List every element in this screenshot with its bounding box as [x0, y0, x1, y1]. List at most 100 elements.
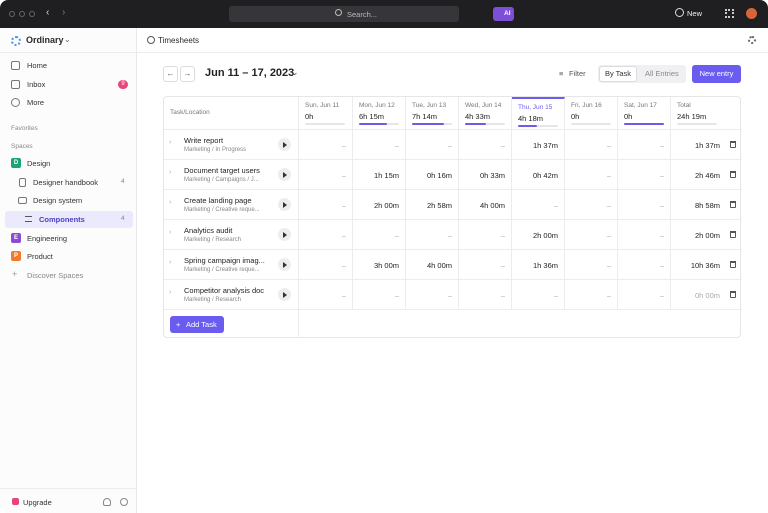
time-cell[interactable]: –: [299, 160, 353, 190]
all-entries-tab[interactable]: All Entries: [645, 69, 679, 78]
task-name[interactable]: Competitor analysis doc: [184, 286, 265, 295]
space-item[interactable]: Discover Spaces: [27, 271, 84, 280]
time-cell[interactable]: 0h 33m: [459, 160, 512, 190]
time-cell[interactable]: –: [565, 250, 618, 280]
time-cell[interactable]: 2h 00m: [671, 220, 742, 250]
time-cell[interactable]: 2h 46m: [671, 160, 742, 190]
delete-button[interactable]: [730, 141, 736, 148]
time-cell[interactable]: –: [299, 130, 353, 160]
apps-icon[interactable]: [725, 9, 734, 18]
time-cell[interactable]: –: [565, 280, 618, 310]
nav-item[interactable]: More: [27, 98, 45, 107]
add-task-button[interactable]: + Add Task: [170, 316, 224, 333]
time-cell[interactable]: –: [459, 220, 512, 250]
space-item[interactable]: Engineering: [27, 234, 68, 243]
people-icon[interactable]: [103, 498, 111, 506]
column-total: 4h 18m: [518, 114, 544, 123]
next-week-button[interactable]: →: [180, 66, 195, 82]
time-cell[interactable]: –: [299, 190, 353, 220]
time-cell[interactable]: –: [618, 160, 671, 190]
space-item[interactable]: Design system: [33, 196, 83, 205]
search-box[interactable]: Search...: [229, 6, 459, 22]
time-cell[interactable]: 2h 00m: [353, 190, 406, 220]
delete-button[interactable]: [730, 231, 736, 238]
date-range[interactable]: Jun 11 – 17, 2023: [205, 67, 295, 79]
time-cell[interactable]: –: [459, 250, 512, 280]
time-cell[interactable]: –: [618, 130, 671, 160]
time-cell[interactable]: –: [299, 280, 353, 310]
time-cell[interactable]: –: [565, 130, 618, 160]
time-cell[interactable]: –: [299, 250, 353, 280]
time-cell[interactable]: 8h 58m: [671, 190, 742, 220]
task-name[interactable]: Document target users: [184, 166, 260, 175]
delete-button[interactable]: [730, 291, 736, 298]
time-cell[interactable]: 4h 00m: [406, 250, 459, 280]
space-item[interactable]: Components: [39, 215, 85, 224]
expand-chevron[interactable]: ›: [169, 229, 172, 236]
expand-chevron[interactable]: ›: [169, 259, 172, 266]
new-button[interactable]: New: [687, 9, 703, 18]
time-cell[interactable]: 1h 36m: [512, 250, 565, 280]
prev-week-button[interactable]: ←: [163, 66, 178, 82]
delete-button[interactable]: [730, 171, 736, 178]
time-cell[interactable]: 1h 37m: [512, 130, 565, 160]
space-item[interactable]: Design: [27, 159, 51, 168]
time-cell[interactable]: 2h 58m: [406, 190, 459, 220]
time-cell[interactable]: –: [618, 250, 671, 280]
time-cell[interactable]: 10h 36m: [671, 250, 742, 280]
expand-chevron[interactable]: ›: [169, 139, 172, 146]
back-button[interactable]: ‹: [46, 7, 50, 18]
time-cell[interactable]: –: [353, 220, 406, 250]
new-entry-button[interactable]: New entry: [692, 65, 741, 83]
column-label: Task/Location: [170, 109, 210, 116]
delete-button[interactable]: [730, 201, 736, 208]
time-cell[interactable]: –: [512, 190, 565, 220]
time-cell[interactable]: –: [618, 190, 671, 220]
avatar[interactable]: [746, 8, 757, 19]
time-cell[interactable]: –: [618, 220, 671, 250]
nav-item[interactable]: Home: [27, 61, 48, 70]
task-name[interactable]: Spring campaign imag...: [184, 256, 265, 265]
upgrade-link[interactable]: Upgrade: [23, 498, 52, 507]
time-cell[interactable]: –: [406, 130, 459, 160]
ai-button[interactable]: AI: [493, 7, 514, 21]
progress-fill: [518, 125, 538, 127]
time-cell[interactable]: –: [459, 130, 512, 160]
delete-button[interactable]: [730, 261, 736, 268]
time-cell[interactable]: –: [406, 280, 459, 310]
time-cell[interactable]: –: [618, 280, 671, 310]
time-cell[interactable]: 1h 37m: [671, 130, 742, 160]
time-cell[interactable]: –: [406, 220, 459, 250]
time-cell[interactable]: –: [565, 190, 618, 220]
settings-icon[interactable]: [748, 36, 756, 44]
time-cell[interactable]: –: [565, 220, 618, 250]
workspace-name[interactable]: Ordinary: [26, 35, 64, 45]
column-total: 24h 19m: [677, 112, 707, 121]
time-cell[interactable]: 0h 16m: [406, 160, 459, 190]
task-name[interactable]: Create landing page: [184, 196, 252, 205]
task-name[interactable]: Write report: [184, 136, 224, 145]
time-cell[interactable]: 1h 15m: [353, 160, 406, 190]
space-item[interactable]: Product: [27, 252, 53, 261]
time-cell[interactable]: 0h 42m: [512, 160, 565, 190]
space-item[interactable]: Designer handbook: [33, 178, 99, 187]
task-name[interactable]: Analytics audit: [184, 226, 233, 235]
expand-chevron[interactable]: ›: [169, 169, 172, 176]
filter-button[interactable]: Filter: [569, 69, 586, 78]
time-cell[interactable]: 2h 00m: [512, 220, 565, 250]
forward-button[interactable]: ›: [62, 7, 66, 18]
expand-chevron[interactable]: ›: [169, 199, 172, 206]
time-cell[interactable]: –: [512, 280, 565, 310]
nav-item[interactable]: Inbox: [27, 80, 46, 89]
time-cell[interactable]: –: [353, 280, 406, 310]
help-icon[interactable]: [120, 498, 128, 506]
time-cell[interactable]: –: [459, 280, 512, 310]
expand-chevron[interactable]: ›: [169, 289, 172, 296]
by-task-tab[interactable]: By Task: [599, 66, 637, 82]
time-cell[interactable]: 0h 00m: [671, 280, 742, 310]
time-cell[interactable]: –: [299, 220, 353, 250]
time-cell[interactable]: 3h 00m: [353, 250, 406, 280]
time-cell[interactable]: –: [565, 160, 618, 190]
time-cell[interactable]: –: [353, 130, 406, 160]
time-cell[interactable]: 4h 00m: [459, 190, 512, 220]
